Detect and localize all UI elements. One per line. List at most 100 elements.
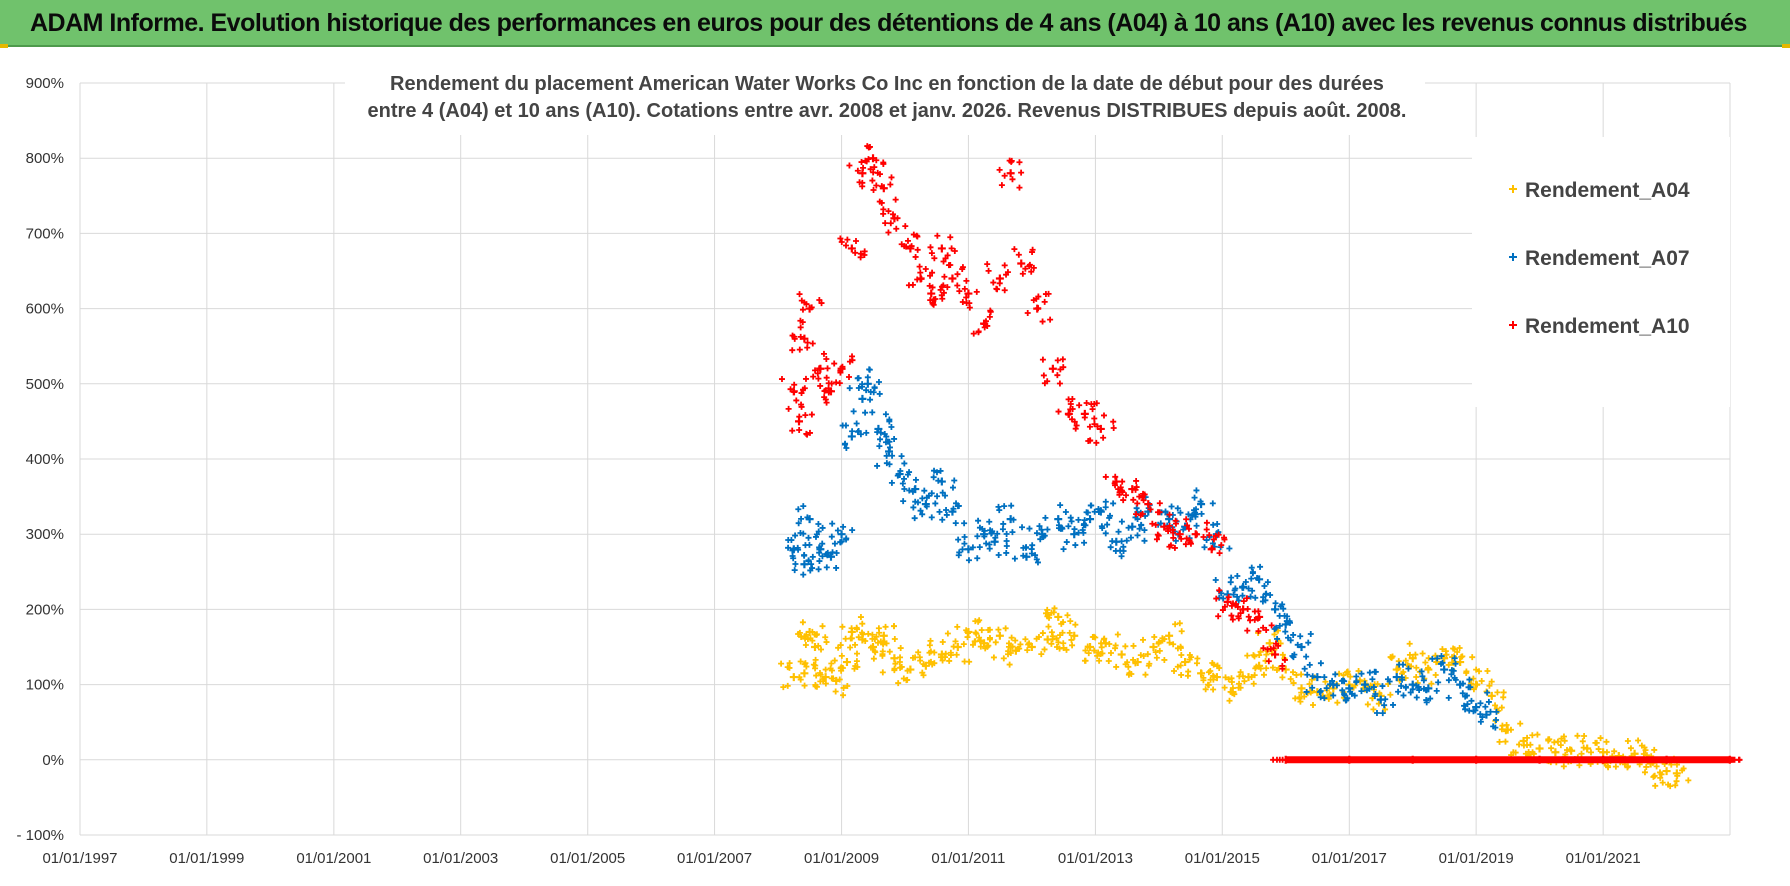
data-point-spread [1263, 626, 1270, 633]
data-point-spread [1084, 643, 1091, 650]
data-point-spread [1172, 520, 1179, 527]
data-point-spread [1463, 668, 1470, 675]
data-point-spread [1033, 530, 1040, 537]
data-point-spread [949, 484, 956, 491]
data-point-spread [1110, 500, 1117, 507]
data-point-spread [804, 514, 811, 521]
data-point-spread [790, 555, 797, 562]
data-point-spread [1280, 605, 1287, 612]
data-point-spread [1147, 506, 1154, 513]
data-point-spread [1087, 502, 1094, 509]
data-point-spread [1042, 514, 1049, 521]
data-point-spread [898, 453, 905, 460]
data-point-spread [1212, 576, 1219, 583]
data-point-spread [966, 304, 973, 311]
data-point-spread [819, 540, 826, 547]
data-point-spread [1166, 522, 1173, 529]
data-point-spread [839, 623, 846, 630]
data-point-spread [816, 296, 823, 303]
data-point-spread [802, 375, 809, 382]
data-point-spread [1496, 738, 1503, 745]
data-point-spread [1149, 520, 1156, 527]
data-point-spread [1529, 749, 1536, 756]
data-point-spread [1339, 687, 1346, 694]
data-point-spread [1026, 263, 1033, 270]
data-point-spread [876, 443, 883, 450]
data-point-spread [1033, 556, 1040, 563]
data-point-spread [894, 472, 901, 479]
data-point-spread [849, 628, 856, 635]
data-point-spread [1279, 756, 1286, 763]
data-point-spread [1240, 598, 1247, 605]
data-point-spread [1183, 535, 1190, 542]
data-point-spread [1433, 687, 1440, 694]
data-point-spread [1084, 509, 1091, 516]
data-point-spread [809, 637, 816, 644]
data-point [1456, 658, 1465, 667]
data-point-spread [1651, 746, 1658, 753]
data-point-spread [1168, 503, 1175, 510]
data-point-spread [931, 649, 938, 656]
data-point-spread [825, 389, 832, 396]
data-point-spread [1086, 423, 1093, 430]
data-point-spread [1054, 643, 1061, 650]
data-point-spread [1657, 774, 1664, 781]
data-point [1360, 680, 1369, 689]
data-point-spread [1248, 674, 1255, 681]
data-point-spread [1396, 661, 1403, 668]
data-point-spread [947, 649, 954, 656]
y-tick-label: 700% [26, 225, 64, 242]
data-point-spread [1273, 624, 1280, 631]
data-point-spread [946, 657, 953, 664]
data-point-spread [1420, 677, 1427, 684]
data-point-spread [1502, 738, 1509, 745]
data-point [1048, 364, 1057, 373]
data-point-spread [1578, 750, 1585, 757]
data-point-spread [1290, 669, 1296, 676]
data-point-spread [796, 291, 803, 298]
data-point-spread [1273, 640, 1280, 647]
data-point-spread [1379, 710, 1386, 717]
data-point-spread [1390, 701, 1397, 708]
data-point-spread [1193, 531, 1200, 538]
data-point-spread [838, 652, 845, 659]
data-point-spread [1214, 663, 1221, 670]
x-axis-ticks: 01/01/1997 01/01/1999 01/01/2001 01/01/2003… [42, 850, 1640, 867]
data-point-spread [978, 627, 985, 634]
data-point-spread [847, 635, 854, 642]
data-point-spread [1120, 497, 1127, 504]
data-point-spread [1210, 661, 1217, 668]
data-point-spread [1226, 697, 1233, 704]
data-point-spread [831, 540, 838, 547]
data-point-spread [927, 648, 934, 655]
data-point-spread [833, 564, 840, 571]
data-point-spread [1642, 747, 1649, 754]
data-point-spread [917, 269, 924, 276]
data-point-spread [1016, 184, 1023, 191]
data-point-spread [1603, 749, 1610, 756]
data-point-spread [906, 469, 913, 476]
data-point-spread [1069, 642, 1076, 649]
data-point-spread [867, 644, 874, 651]
data-point-spread [870, 389, 877, 396]
data-point-spread [1231, 691, 1238, 698]
x-tick-label: 01/01/2019 [1439, 850, 1514, 867]
data-point-spread [911, 486, 918, 493]
data-point-spread [864, 374, 871, 381]
data-point-spread [1478, 678, 1485, 685]
data-point-spread [1205, 682, 1212, 689]
data-point-spread [1445, 677, 1452, 684]
data-point-spread [928, 490, 935, 497]
data-point-spread [1281, 656, 1288, 663]
data-point [837, 530, 846, 539]
data-point-spread [959, 264, 966, 271]
data-point [879, 631, 888, 640]
data-point-spread [1656, 769, 1663, 776]
data-point-spread [1002, 625, 1009, 632]
data-point-spread [897, 468, 904, 475]
data-point-spread [1466, 676, 1473, 683]
data-point-spread [1612, 763, 1619, 770]
data-point-spread [1091, 647, 1098, 654]
data-point-spread [1134, 516, 1141, 523]
data-point-spread [942, 650, 949, 657]
